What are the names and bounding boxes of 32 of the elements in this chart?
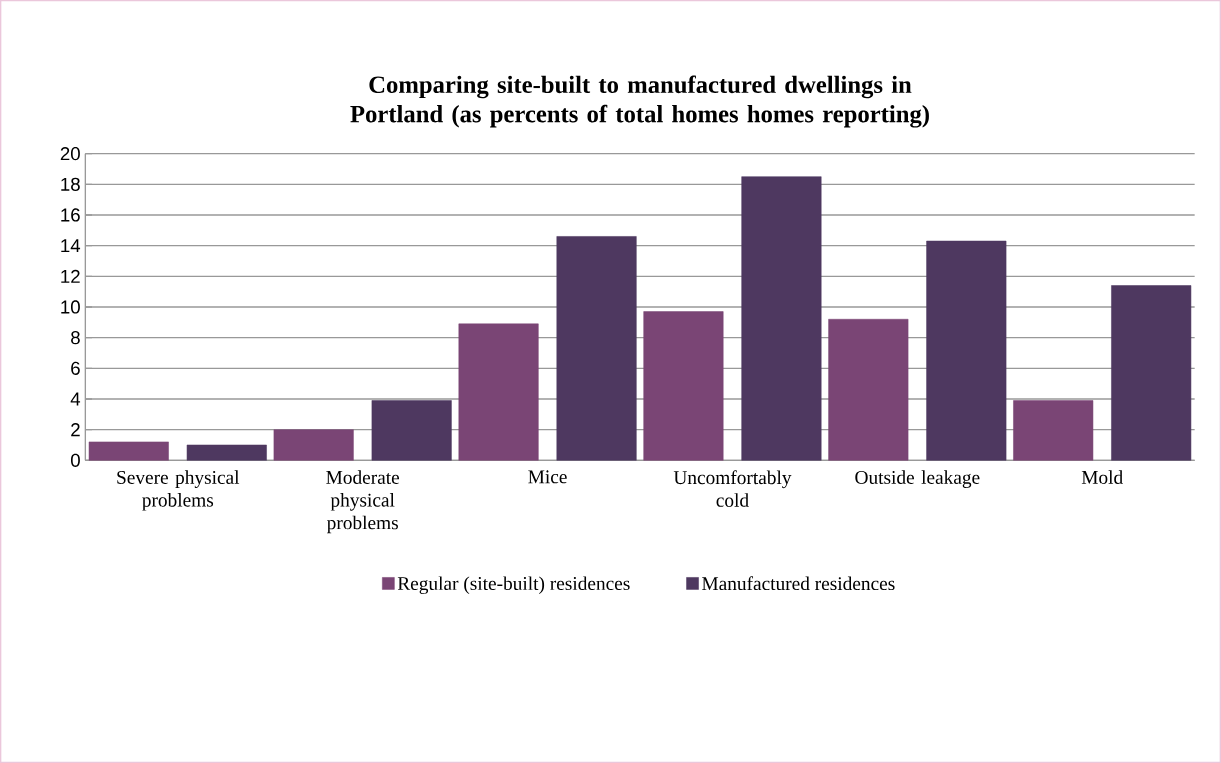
y-tick-label: 6: [71, 361, 80, 375]
y-tick-label: 14: [61, 239, 81, 253]
bar: [1013, 400, 1094, 461]
bar: [556, 236, 637, 461]
bar: [458, 323, 539, 461]
x-tick-label: Uncomfortably cold: [673, 470, 792, 507]
y-tick-label: 10: [61, 300, 80, 314]
y-tick-label: 16: [61, 208, 80, 222]
x-tick-label: Moderate physical problems: [326, 470, 400, 534]
bar: [643, 311, 724, 461]
y-tick-label: 0: [70, 453, 80, 467]
y-tick-label: 2: [71, 423, 80, 437]
bar: [273, 429, 354, 461]
bar: [371, 400, 452, 461]
bar: [186, 444, 267, 461]
legend-label: Manufactured residences: [702, 576, 895, 591]
bar: [828, 318, 909, 461]
y-tick-label: 8: [71, 331, 80, 345]
bar: [926, 240, 1007, 461]
y-tick-label: 20: [60, 147, 80, 161]
x-tick-label: Severe physical problems: [117, 470, 240, 511]
bar: [88, 441, 169, 461]
y-tick-label: 18: [61, 177, 80, 191]
chart-title: Comparing site-built to manufactured dwellings in Portland (as percents of total homes homes reporting): [350, 75, 929, 128]
x-tick-label: Mold: [1081, 470, 1123, 484]
bar: [741, 176, 822, 461]
legend-label: Regular (site-built) residences: [397, 576, 630, 595]
x-tick-label: Mice: [528, 470, 567, 484]
y-tick-label: 4: [70, 392, 81, 406]
bar: [1111, 285, 1192, 461]
y-tick-label: 12: [61, 269, 80, 283]
x-tick-label: Outside leakage: [855, 470, 980, 488]
